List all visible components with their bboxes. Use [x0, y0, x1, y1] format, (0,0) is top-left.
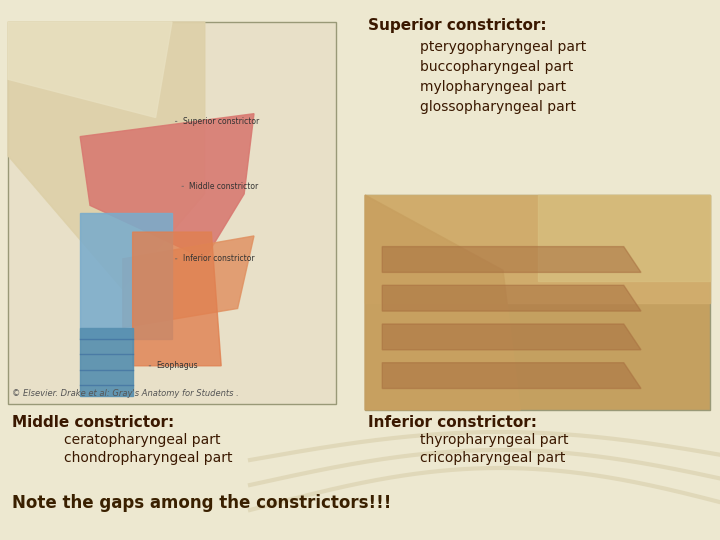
Polygon shape — [80, 328, 132, 396]
Polygon shape — [365, 195, 521, 410]
Text: thyropharyngeal part: thyropharyngeal part — [420, 433, 569, 447]
Text: Superior constrictor: Superior constrictor — [176, 117, 258, 126]
FancyBboxPatch shape — [8, 22, 336, 404]
Polygon shape — [382, 247, 641, 272]
Text: Note the gaps among the constrictors!!!: Note the gaps among the constrictors!!! — [12, 494, 392, 512]
Text: Middle constrictor: Middle constrictor — [182, 182, 258, 191]
Polygon shape — [8, 22, 172, 118]
Polygon shape — [80, 213, 172, 339]
Polygon shape — [123, 236, 254, 328]
Polygon shape — [8, 22, 204, 289]
Polygon shape — [365, 195, 710, 302]
Text: mylopharyngeal part: mylopharyngeal part — [420, 80, 566, 94]
Text: ceratopharyngeal part: ceratopharyngeal part — [64, 433, 220, 447]
Text: Middle constrictor:: Middle constrictor: — [12, 415, 174, 430]
FancyBboxPatch shape — [365, 195, 710, 410]
Text: glossopharyngeal part: glossopharyngeal part — [420, 100, 576, 114]
Polygon shape — [382, 324, 641, 350]
Text: pterygopharyngeal part: pterygopharyngeal part — [420, 40, 586, 54]
Text: Esophagus: Esophagus — [149, 361, 198, 370]
Text: cricopharyngeal part: cricopharyngeal part — [420, 451, 565, 465]
Text: Inferior constrictor:: Inferior constrictor: — [368, 415, 537, 430]
Text: © Elsevier. Drake et al: Gray's Anatomy for Students .: © Elsevier. Drake et al: Gray's Anatomy … — [12, 389, 239, 398]
Polygon shape — [132, 232, 221, 366]
Text: Superior constrictor:: Superior constrictor: — [368, 18, 546, 33]
Text: Inferior constrictor: Inferior constrictor — [176, 254, 254, 264]
Text: chondropharyngeal part: chondropharyngeal part — [64, 451, 233, 465]
Polygon shape — [382, 363, 641, 388]
Polygon shape — [382, 285, 641, 311]
Polygon shape — [538, 195, 710, 281]
Polygon shape — [80, 114, 254, 259]
Text: buccopharyngeal part: buccopharyngeal part — [420, 60, 573, 74]
